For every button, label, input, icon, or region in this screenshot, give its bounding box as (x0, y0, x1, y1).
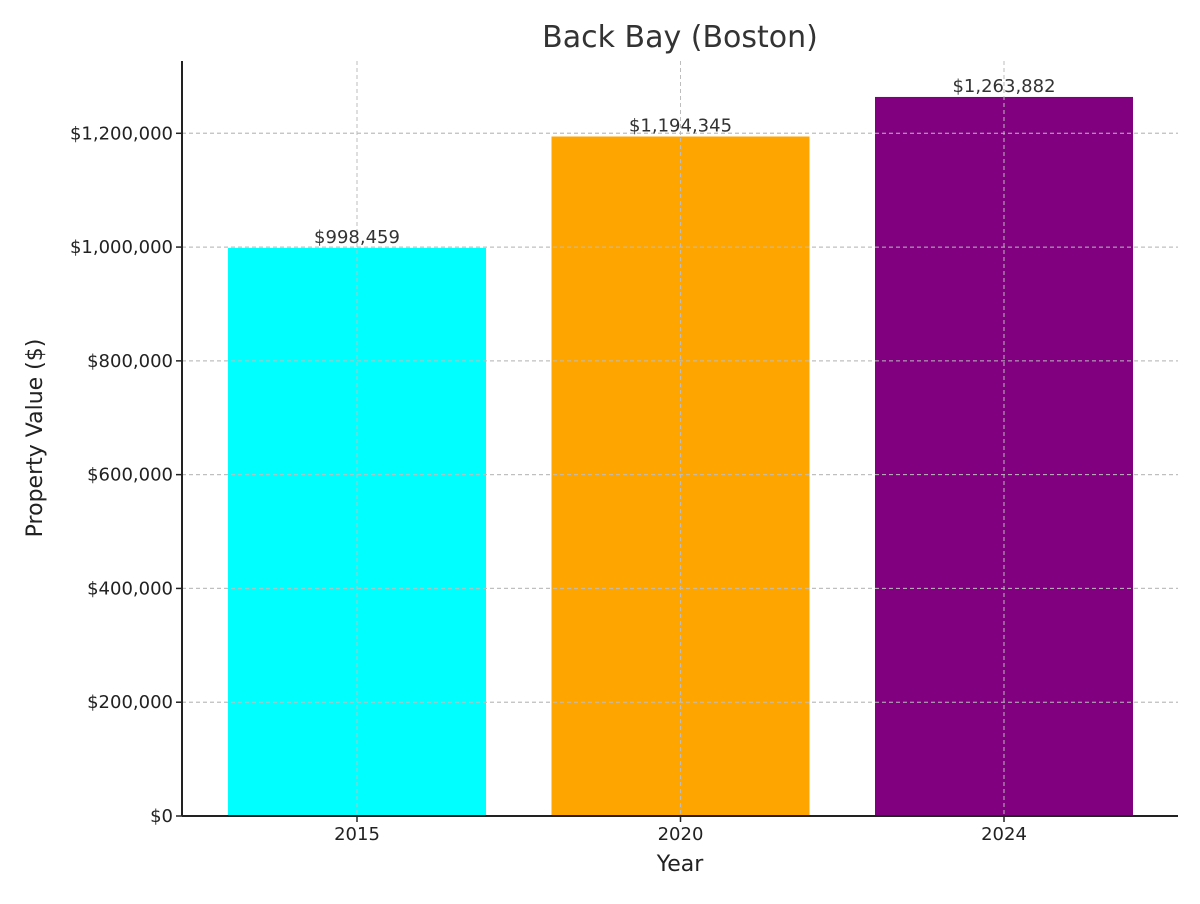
y-tick-label: $0 (150, 806, 173, 827)
y-tick-label: $800,000 (87, 351, 173, 372)
y-tick-label: $200,000 (87, 692, 173, 713)
x-ticks: 2015 2020 2024 (334, 816, 1027, 845)
data-label: $1,263,882 (952, 76, 1055, 97)
y-axis-label: Property Value ($) (23, 339, 48, 538)
data-label: $1,194,345 (629, 116, 732, 137)
x-tick-label: 2020 (658, 824, 704, 845)
y-ticks: $0 $200,000 $400,000 $600,000 $800,000 $1,000… (70, 123, 182, 827)
y-tick-label: $400,000 (87, 578, 173, 599)
x-tick-label: 2024 (981, 824, 1027, 845)
data-labels: $998,459 $1,194,345 $1,263,882 (314, 76, 1055, 248)
x-tick-label: 2015 (334, 824, 380, 845)
y-tick-label: $1,200,000 (70, 123, 173, 144)
chart-title: Back Bay (Boston) (542, 20, 818, 55)
y-tick-label: $600,000 (87, 465, 173, 486)
data-label: $998,459 (314, 227, 400, 248)
bars (182, 61, 1178, 816)
x-axis-label: Year (656, 852, 705, 877)
y-tick-label: $1,000,000 (70, 237, 173, 258)
